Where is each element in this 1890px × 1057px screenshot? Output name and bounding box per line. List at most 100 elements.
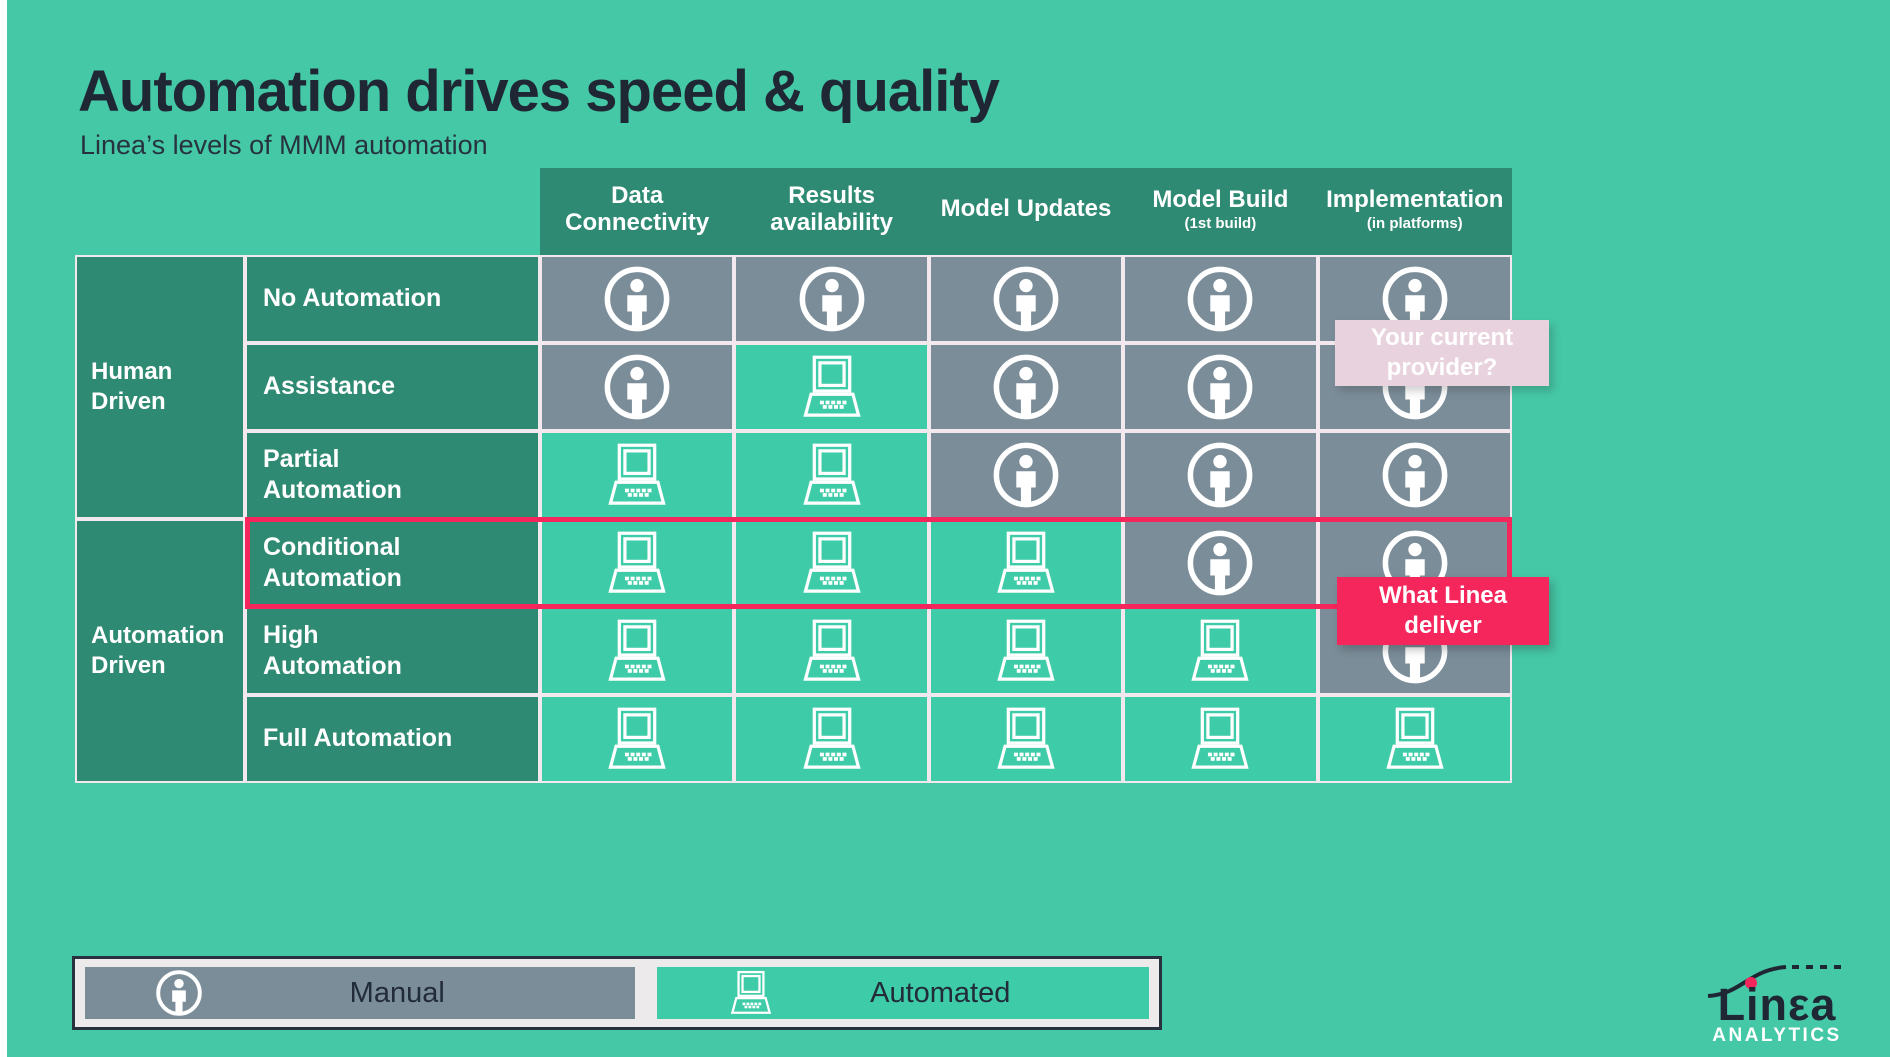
laptop-icon <box>608 619 666 681</box>
automated-cell <box>1317 695 1512 783</box>
column-header-subtext: (1st build) <box>1184 214 1257 232</box>
person-icon <box>1188 442 1253 508</box>
laptop-icon <box>997 707 1055 769</box>
callout-what-linea-deliver-text: What Linea deliver <box>1378 582 1507 639</box>
logo-brand-text: Linεa <box>1717 979 1837 1030</box>
row-group-label: Human Driven <box>75 255 245 519</box>
row-group-label-text: Human Driven <box>91 358 173 415</box>
person-icon <box>1382 442 1448 508</box>
manual-cell <box>928 343 1124 431</box>
callout-what-linea-deliver: What Linea deliver <box>1337 577 1549 645</box>
left-edge-strip <box>0 0 7 1057</box>
automated-cell <box>540 431 735 519</box>
legend-automated-label: Automated <box>870 976 1011 1009</box>
legend-item-automated: Automated <box>657 967 1149 1019</box>
column-header: Model Build (1st build) <box>1123 168 1317 255</box>
automated-cell <box>734 519 929 607</box>
row-label-text: Partial Automation <box>263 444 402 504</box>
column-header-label: Model Build <box>1152 185 1289 213</box>
laptop-icon <box>608 707 666 769</box>
row-label: No Automation <box>245 255 540 343</box>
automated-cell <box>734 695 929 783</box>
legend: Manual Automated <box>72 956 1162 1030</box>
automated-cell <box>540 519 735 607</box>
header-band: Data Connectivity Results availability Mod… <box>540 168 1512 255</box>
manual-cell <box>540 343 735 431</box>
person-icon <box>799 266 864 332</box>
automated-cell <box>928 519 1124 607</box>
laptop-icon <box>997 531 1055 593</box>
column-header: Implementation (in platforms) <box>1318 168 1512 255</box>
manual-cell <box>928 255 1124 343</box>
laptop-icon <box>1191 707 1250 769</box>
column-header-label: Data Connectivity <box>565 181 710 236</box>
automated-cell <box>928 695 1124 783</box>
legend-laptop-icon-slot <box>725 967 777 1019</box>
column-header-label: Implementation <box>1326 185 1504 213</box>
laptop-icon <box>608 443 666 505</box>
column-header-label: Model Updates <box>940 195 1112 223</box>
person-icon <box>1188 530 1253 596</box>
row-label: Partial Automation <box>245 431 540 519</box>
laptop-icon <box>1386 707 1444 769</box>
automated-cell <box>1123 695 1318 783</box>
row-label: Full Automation <box>245 695 540 783</box>
laptop-icon <box>802 355 861 417</box>
person-icon <box>604 266 670 332</box>
column-header-subtext: (in platforms) <box>1366 214 1463 232</box>
laptop-icon <box>802 619 861 681</box>
callout-current-provider: Your current provider? <box>1335 320 1549 386</box>
page-subtitle: Linea’s levels of MMM automation <box>80 130 488 160</box>
legend-item-manual: Manual <box>85 967 636 1019</box>
linea-analytics-logo: Linεa ANALYTICS <box>1692 962 1862 1047</box>
laptop-icon <box>802 443 861 505</box>
manual-cell <box>734 255 929 343</box>
row-label-text: High Automation <box>263 620 402 680</box>
column-header-label: Results availability <box>770 181 893 236</box>
automation-matrix: Data Connectivity Results availability Mod… <box>75 168 1512 783</box>
laptop-icon <box>997 619 1055 681</box>
row-group-label-text: Automation Driven <box>91 622 225 679</box>
laptop-icon <box>802 707 861 769</box>
manual-cell <box>1123 431 1318 519</box>
laptop-icon <box>802 531 861 593</box>
row-label-text: Full Automation <box>263 724 453 753</box>
row-group-label: Automation Driven <box>75 519 245 783</box>
column-header: Model Updates <box>929 168 1123 255</box>
row-label-text: Assistance <box>263 372 396 401</box>
logo-curve-icon <box>1707 965 1848 998</box>
laptop-icon <box>731 970 772 1014</box>
person-icon <box>156 970 202 1016</box>
automated-cell <box>734 607 929 695</box>
legend-manual-label: Manual <box>349 976 445 1009</box>
automated-cell <box>734 431 929 519</box>
column-header: Results availability <box>734 168 928 255</box>
manual-cell <box>1123 519 1318 607</box>
legend-person-icon-slot <box>153 967 205 1019</box>
manual-cell <box>1123 343 1318 431</box>
column-header: Data Connectivity <box>540 168 734 255</box>
row-label: Assistance <box>245 343 540 431</box>
automated-cell <box>540 695 735 783</box>
row-label-text: Conditional Automation <box>263 532 402 592</box>
manual-cell <box>928 431 1124 519</box>
person-icon <box>1188 354 1253 420</box>
person-icon <box>993 442 1059 508</box>
laptop-icon <box>1191 619 1250 681</box>
row-label: High Automation <box>245 607 540 695</box>
row-label-text: No Automation <box>263 284 442 313</box>
logo-tagline-text: ANALYTICS <box>1712 1025 1842 1046</box>
manual-cell <box>1123 255 1318 343</box>
automated-cell <box>540 607 735 695</box>
person-icon <box>993 266 1059 332</box>
manual-cell <box>540 255 735 343</box>
manual-cell <box>1317 431 1512 519</box>
automated-cell <box>1123 607 1318 695</box>
laptop-icon <box>608 531 666 593</box>
person-icon <box>604 354 670 420</box>
callout-current-provider-text: Your current provider? <box>1370 324 1514 381</box>
person-icon <box>1188 266 1253 332</box>
automated-cell <box>734 343 929 431</box>
automated-cell <box>928 607 1124 695</box>
